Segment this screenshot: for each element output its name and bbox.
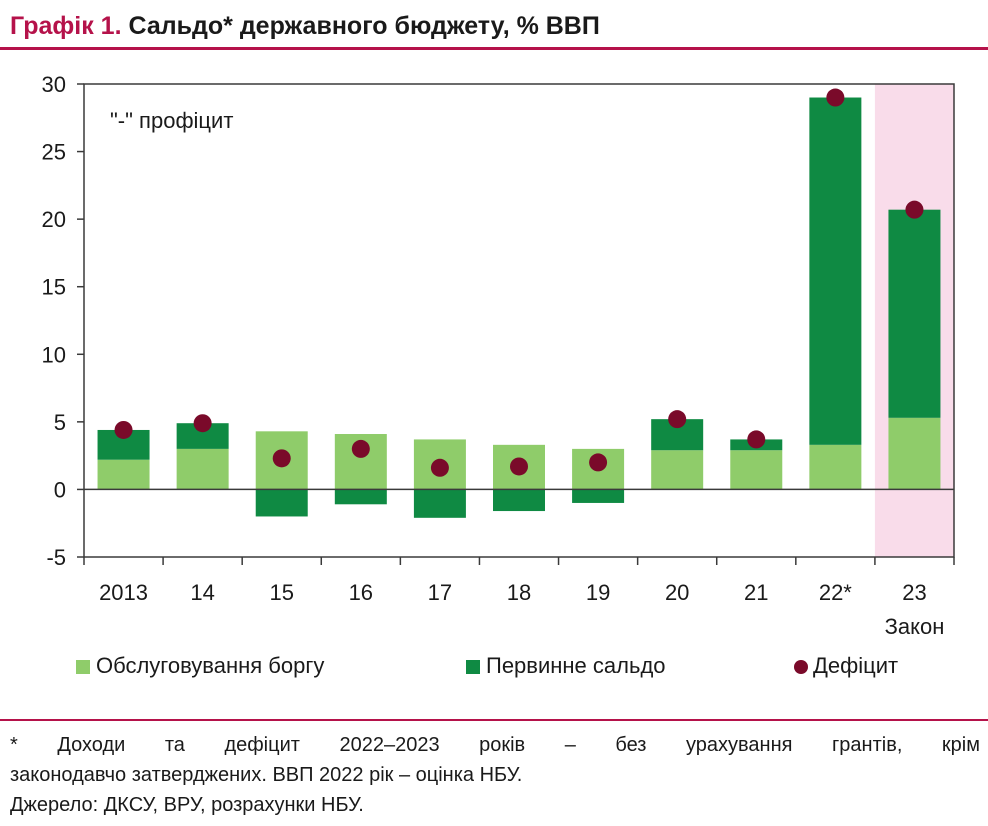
- deficit-marker: [826, 88, 845, 107]
- x-tick-label: 20: [665, 580, 689, 605]
- bar-primary-balance: [888, 209, 941, 418]
- footer-divider: [0, 719, 988, 721]
- y-tick-label: 15: [42, 275, 66, 300]
- footnote-line-1: * Доходи та дефіцит 2022–2023 років – бе…: [10, 734, 980, 756]
- x-tick-label: 19: [586, 580, 610, 605]
- legend-label-deficit: Дефіцит: [813, 653, 898, 678]
- x-tick-label: 14: [190, 580, 214, 605]
- bar-debt-service: [176, 448, 229, 490]
- x-tick-label: 17: [428, 580, 452, 605]
- deficit-marker: [430, 458, 449, 477]
- deficit-marker: [351, 439, 370, 458]
- chart-label: Графік 1.: [10, 12, 122, 40]
- y-tick-label: -5: [46, 545, 66, 570]
- deficit-marker: [193, 414, 212, 433]
- deficit-marker: [272, 449, 291, 468]
- footnote-line-2: законодавчо затверджених. ВВП 2022 рік –…: [10, 764, 523, 786]
- legend-label-debt-service: Обслуговування боргу: [96, 653, 324, 678]
- y-tick-label: 30: [42, 72, 66, 97]
- plot-area: -5 0 5 10 15 20 25 30 "-" профіцит 2013 14 15 16 17 18…: [42, 72, 955, 678]
- x-tick-label: 2013: [99, 580, 148, 605]
- legend-label-primary-balance: Первинне сальдо: [486, 653, 666, 678]
- deficit-marker: [905, 200, 924, 219]
- bar-primary-balance: [255, 489, 308, 517]
- annotation-surplus-note: "-" профіцит: [110, 108, 233, 133]
- bar-primary-balance: [493, 489, 545, 512]
- deficit-marker: [510, 457, 528, 476]
- source-note: Джерело: ДКСУ, ВРУ, розрахунки НБУ.: [10, 794, 364, 816]
- bar-debt-service: [97, 459, 150, 490]
- x-tick-label: 18: [507, 580, 531, 605]
- bar-primary-balance: [809, 97, 862, 445]
- chart-title-text: Сальдо* державного бюджету, % ВВП: [128, 12, 600, 40]
- y-tick-label: 0: [54, 477, 66, 502]
- deficit-marker: [747, 430, 766, 449]
- x-tick-label: 21: [744, 580, 768, 605]
- deficit-marker: [589, 453, 608, 472]
- legend-marker-deficit: [794, 660, 808, 674]
- x-tick-sublabel: Закон: [885, 614, 945, 639]
- x-tick-label: 22*: [819, 580, 852, 605]
- y-tick-label: 5: [54, 410, 66, 435]
- bar-primary-balance: [413, 489, 466, 518]
- y-tick-label: 10: [42, 342, 66, 367]
- y-tick-label: 20: [42, 207, 66, 232]
- bar-debt-service: [730, 450, 783, 490]
- title-bar: Графік 1. Сальдо* державного бюджету, % …: [0, 0, 988, 50]
- x-tick-label: 16: [349, 580, 373, 605]
- legend-swatch-debt-service: [76, 660, 90, 674]
- y-tick-label: 25: [42, 140, 66, 165]
- chart-title: Графік 1. Сальдо* державного бюджету, % …: [10, 12, 600, 41]
- footnotes: * Доходи та дефіцит 2022–2023 років – бе…: [10, 730, 980, 820]
- x-tick-label: 15: [269, 580, 293, 605]
- legend-swatch-primary-balance: [466, 660, 480, 674]
- deficit-marker: [114, 420, 133, 439]
- bar-primary-balance: [572, 489, 625, 503]
- bar-debt-service: [888, 417, 941, 490]
- bar-debt-service: [809, 444, 862, 490]
- chart: -5 0 5 10 15 20 25 30 "-" профіцит 2013 14 15 16 17 18…: [42, 72, 955, 678]
- deficit-marker: [668, 410, 687, 429]
- bar-primary-balance: [334, 489, 387, 505]
- plot-frame: [83, 83, 955, 558]
- x-tick-label: 23: [902, 580, 926, 605]
- bar-debt-service: [651, 450, 704, 490]
